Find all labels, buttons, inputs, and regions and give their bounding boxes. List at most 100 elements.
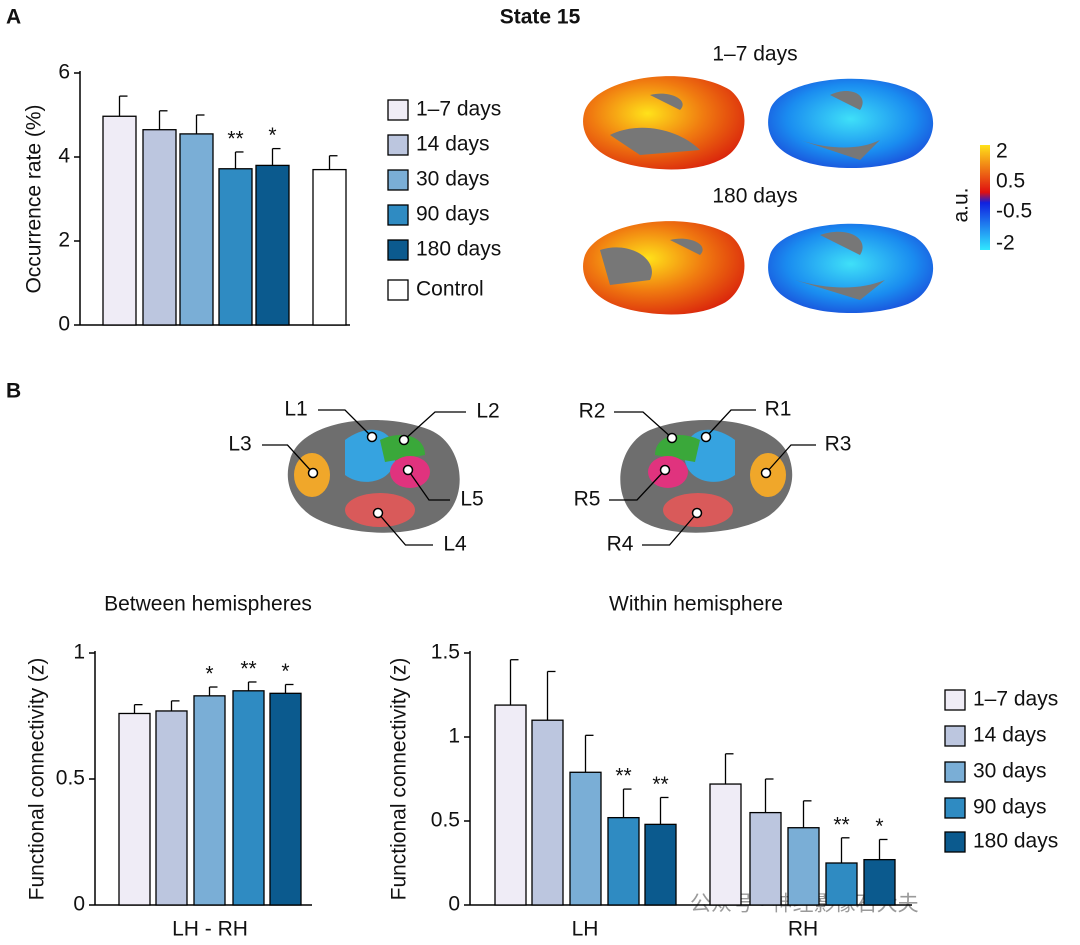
leader-line [642, 512, 698, 546]
leader-line [318, 409, 373, 438]
legend-swatch [387, 279, 409, 301]
colorbar-tick-label: -0.5 [996, 200, 1032, 223]
region-dot [700, 431, 712, 443]
region-label: L5 [460, 488, 483, 511]
map-label: 180 days [712, 185, 797, 208]
chart: Between hemispheres Functional connectivi… [26, 593, 312, 941]
leader-line [765, 444, 816, 474]
significance: * [875, 815, 883, 838]
bar [825, 862, 858, 906]
bar [787, 827, 820, 906]
bar [218, 168, 253, 326]
leader-line [609, 469, 666, 501]
y-tick-label: 4 [58, 145, 70, 168]
chart: State 15 Occurrence rate (%) 0 2 4 6 1–7 days 1… [23, 6, 581, 336]
y-tick-label: 0 [448, 893, 460, 916]
leader-line [705, 409, 756, 438]
colorbar-label: a.u. [950, 187, 973, 222]
bar [142, 129, 177, 326]
legend-label: 90 days [973, 796, 1047, 819]
bar [863, 858, 896, 906]
region-label: L4 [443, 533, 467, 556]
y-tick-label: 0.5 [56, 767, 85, 790]
significance: * [268, 124, 276, 147]
region-label: L1 [284, 398, 307, 421]
region-dot [372, 507, 384, 519]
chart-title: State 15 [500, 6, 581, 29]
legend-label: Control [416, 278, 484, 301]
legend-label: 14 days [973, 724, 1047, 747]
chart-title: Between hemispheres [104, 593, 312, 616]
leader-line [614, 411, 673, 439]
y-tick-label: 0 [58, 313, 70, 336]
x-tick-label: LH [572, 918, 599, 941]
x-tick-label: RH [788, 918, 818, 941]
legend-label: 30 days [416, 168, 490, 191]
y-tick-label: 0 [73, 893, 85, 916]
legend-swatch [944, 689, 966, 711]
legend-swatch [387, 239, 409, 261]
legend-swatch [944, 725, 966, 747]
leader-line [407, 469, 450, 501]
significance: ** [240, 658, 256, 681]
panel-label: A [6, 6, 21, 29]
colorbar-tick-label: 0.5 [996, 170, 1025, 193]
legend-label: 90 days [416, 203, 490, 226]
bar [312, 168, 347, 326]
legend-label: 180 days [973, 830, 1058, 853]
bar [193, 695, 226, 906]
legend-swatch [944, 831, 966, 853]
colorbar-tick-label: -2 [996, 232, 1015, 255]
y-axis-label: Functional connectivity (z) [388, 658, 411, 901]
legend-swatch [387, 169, 409, 191]
region-dot [398, 434, 410, 446]
bar [709, 783, 742, 906]
brain-maps [583, 76, 990, 315]
bar [269, 692, 302, 906]
legend-swatch [387, 134, 409, 156]
significance: * [281, 660, 289, 683]
region-dot [307, 467, 319, 479]
bar [118, 712, 151, 906]
bar [749, 811, 782, 906]
region-label: R3 [825, 433, 852, 456]
y-tick-label: 1 [448, 725, 460, 748]
legend-swatch [387, 99, 409, 121]
y-tick-label: 6 [58, 61, 70, 84]
region-dot [691, 507, 703, 519]
region-dot [402, 464, 414, 476]
leader-line [377, 512, 433, 546]
bar [232, 690, 265, 906]
region-label: L3 [228, 433, 251, 456]
region-label: R5 [574, 488, 601, 511]
y-tick-label: 0.5 [431, 809, 460, 832]
region-brains [287, 420, 793, 533]
bar [179, 133, 214, 326]
significance: ** [652, 773, 668, 796]
bar [255, 164, 290, 326]
region-label: R4 [607, 533, 634, 556]
bar [607, 816, 640, 906]
x-tick-label: LH - RH [172, 918, 248, 941]
chart-title: Within hemisphere [609, 593, 783, 616]
bar [155, 710, 188, 906]
y-axis-label: Functional connectivity (z) [26, 658, 49, 901]
legend-swatch [944, 761, 966, 783]
legend-label: 1–7 days [416, 98, 501, 121]
bar [569, 771, 602, 906]
y-tick-label: 1 [73, 641, 85, 664]
y-tick-label: 2 [58, 229, 70, 252]
legend-label: 1–7 days [973, 688, 1058, 711]
region-label: R1 [765, 398, 792, 421]
colorbar-tick-label: 2 [996, 140, 1008, 163]
region-dot [366, 431, 378, 443]
region-dot [760, 467, 772, 479]
leader-line [403, 411, 466, 441]
legend-label: 14 days [416, 133, 490, 156]
legend-label: 180 days [416, 238, 501, 261]
bar [102, 115, 137, 326]
bar [644, 823, 677, 906]
y-tick-label: 1.5 [431, 641, 460, 664]
significance: ** [227, 128, 243, 151]
